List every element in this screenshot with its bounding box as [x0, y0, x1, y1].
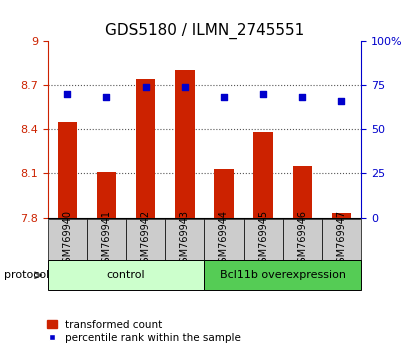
Text: GSM769940: GSM769940	[62, 210, 72, 269]
Point	[64, 91, 71, 97]
Text: control: control	[107, 270, 145, 280]
Text: GSM769941: GSM769941	[102, 210, 112, 269]
Point	[338, 98, 345, 104]
Bar	[322, 219, 361, 260]
Bar	[244, 219, 283, 260]
Text: GSM769945: GSM769945	[258, 210, 268, 269]
Bar	[205, 219, 244, 260]
Bar	[126, 219, 165, 260]
Bar	[136, 79, 156, 218]
Bar	[165, 219, 204, 260]
Bar	[97, 172, 116, 218]
Text: GSM769947: GSM769947	[337, 210, 347, 269]
Text: GSM769946: GSM769946	[297, 210, 307, 269]
Text: GSM769943: GSM769943	[180, 210, 190, 269]
Title: GDS5180 / ILMN_2745551: GDS5180 / ILMN_2745551	[105, 23, 304, 39]
Bar	[253, 132, 273, 218]
Bar	[87, 219, 126, 260]
Point	[260, 91, 266, 97]
Bar	[48, 260, 205, 290]
Point	[103, 95, 110, 100]
Text: GSM769942: GSM769942	[141, 210, 151, 269]
Bar	[214, 169, 234, 218]
Point	[142, 84, 149, 90]
Bar	[205, 260, 361, 290]
Bar	[283, 219, 322, 260]
Bar	[293, 166, 312, 218]
Text: protocol: protocol	[4, 270, 49, 280]
Text: Bcl11b overexpression: Bcl11b overexpression	[220, 270, 346, 280]
Point	[181, 84, 188, 90]
Point	[299, 95, 305, 100]
Bar	[58, 122, 77, 218]
Bar	[175, 70, 195, 218]
Legend: transformed count, percentile rank within the sample: transformed count, percentile rank withi…	[43, 315, 246, 347]
Text: GSM769944: GSM769944	[219, 210, 229, 269]
Bar	[48, 219, 87, 260]
Point	[221, 95, 227, 100]
Bar	[332, 213, 351, 218]
